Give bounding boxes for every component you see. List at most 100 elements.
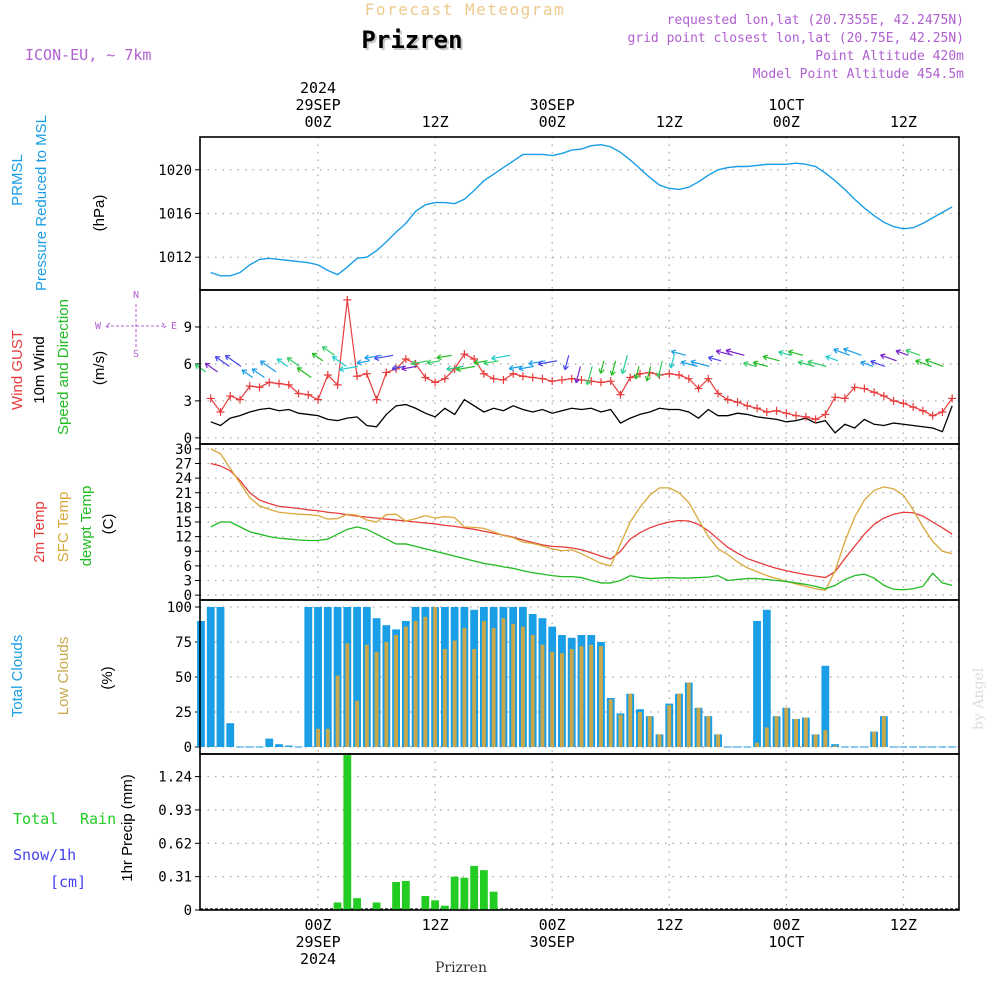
wind-arrow xyxy=(880,354,897,362)
low-cloud-bar xyxy=(618,714,623,747)
wind-arrow xyxy=(895,350,909,356)
wind-arrow xyxy=(286,357,300,367)
wind-arrow xyxy=(870,360,886,367)
low-clouds-label: Low Clouds xyxy=(55,637,72,715)
wind-arrowhead xyxy=(598,368,605,374)
low-cloud-bar xyxy=(423,616,428,747)
gust-marker xyxy=(723,395,732,404)
precip-bar xyxy=(489,891,498,910)
gust-marker xyxy=(294,389,303,398)
low-cloud-bar xyxy=(472,649,477,747)
precip-bar xyxy=(401,880,410,910)
time-label: 00Z xyxy=(539,113,566,131)
wind-arrowhead xyxy=(905,348,911,355)
wind-arrow xyxy=(621,355,628,374)
gust-marker xyxy=(401,354,410,363)
wind-frame xyxy=(199,289,960,445)
gust-marker xyxy=(431,378,440,387)
low-cloud-bar xyxy=(355,700,360,747)
time-label: 12Z xyxy=(422,113,449,131)
wind-arrow xyxy=(825,355,839,362)
wind-arrow xyxy=(528,360,546,365)
wind-arrowhead xyxy=(204,362,211,369)
gust-marker xyxy=(235,395,244,404)
y-tick-label: 50 xyxy=(175,670,192,686)
gust-markers xyxy=(206,295,957,424)
gust-marker xyxy=(850,383,859,392)
wind-arrow xyxy=(905,349,921,356)
gust-marker xyxy=(714,389,723,398)
gust-marker xyxy=(909,403,918,412)
wind-arrowhead xyxy=(585,379,592,386)
time-label: 12Z xyxy=(890,916,917,934)
wind-arrowhead xyxy=(364,354,370,361)
wind-arrow xyxy=(708,356,722,362)
y-tick-label: 15 xyxy=(175,515,192,531)
low-cloud-bar xyxy=(433,607,438,747)
low-cloud-bar xyxy=(325,728,330,747)
chart-subtitle: Forecast Meteogram xyxy=(365,0,565,19)
temp-sfc-label: SFC Temp xyxy=(55,492,72,563)
wind-arrow xyxy=(915,360,932,367)
y-tick-label: 0 xyxy=(184,431,192,447)
low-cloud-bar xyxy=(628,693,633,747)
wind-direction-arrows xyxy=(194,346,944,386)
gust-marker xyxy=(938,407,947,416)
gust-marker xyxy=(831,393,840,402)
precip-bar xyxy=(431,900,440,910)
wind-arrow xyxy=(725,349,745,356)
low-cloud-bar xyxy=(599,646,603,747)
pressure-label-long: Pressure Reduced to MSL xyxy=(33,115,50,291)
gust-marker xyxy=(489,374,498,383)
gust-marker xyxy=(470,354,479,363)
wind-arrowhead xyxy=(609,370,616,376)
wind-arrowhead xyxy=(680,360,687,366)
city-title: Prizren xyxy=(361,26,462,54)
wind-arrow xyxy=(670,355,675,369)
requested-coords: requested lon,lat (20.7355E, 42.2475N) xyxy=(667,13,964,28)
wind-arrowhead xyxy=(276,358,283,364)
wind-arrowhead xyxy=(259,360,266,366)
wind-arrowhead xyxy=(715,348,722,355)
precip-cm-label: [cm] xyxy=(50,873,86,891)
wind-arrow xyxy=(599,360,605,374)
y-tick-label: 0 xyxy=(184,588,192,604)
gust-marker xyxy=(899,399,908,408)
time-label: 1OCT xyxy=(768,96,804,114)
total-cloud-bar xyxy=(353,607,361,747)
low-cloud-bar xyxy=(579,646,584,747)
low-cloud-bar xyxy=(881,716,886,747)
low-cloud-bar xyxy=(559,653,564,747)
wind-arrow xyxy=(204,362,218,373)
gust-marker xyxy=(304,390,313,399)
gust-marker xyxy=(626,373,635,382)
wind-arrow xyxy=(473,360,487,364)
y-tick-label: 9 xyxy=(184,320,192,336)
wind-arrow xyxy=(586,366,593,385)
wind-arrowhead xyxy=(456,365,462,373)
wind-arrowhead xyxy=(311,352,318,359)
low-cloud-bar xyxy=(335,675,340,747)
low-cloud-bar xyxy=(677,693,681,747)
panel-precip: 0 0.31 0.62 0.93 1.24 1hr Precip (mm) Total Rai… xyxy=(13,753,960,919)
wind-arrowhead xyxy=(473,359,479,366)
gust-marker xyxy=(596,378,605,387)
wind-arrow xyxy=(339,365,359,371)
gust-marker xyxy=(772,406,781,415)
wind-arrowhead xyxy=(321,346,328,352)
precip-bar xyxy=(353,898,361,910)
wind-arrow xyxy=(807,360,827,367)
wind-arrowhead xyxy=(411,360,417,367)
precip-snow-label: Snow/1h xyxy=(13,846,76,864)
total-cloud-bar xyxy=(275,744,283,747)
y-tick-label: 6 xyxy=(184,559,192,575)
wind-arrowhead xyxy=(797,360,804,366)
gust-marker xyxy=(460,350,469,359)
gust-marker xyxy=(840,394,849,403)
wind-arrow xyxy=(611,360,617,376)
gust-marker xyxy=(948,394,957,403)
precip-bar xyxy=(450,876,459,910)
clouds-ylabels: Total Clouds Low Clouds (%) xyxy=(9,635,116,718)
precip-yticks: 0 0.31 0.62 0.93 1.24 xyxy=(158,770,200,919)
